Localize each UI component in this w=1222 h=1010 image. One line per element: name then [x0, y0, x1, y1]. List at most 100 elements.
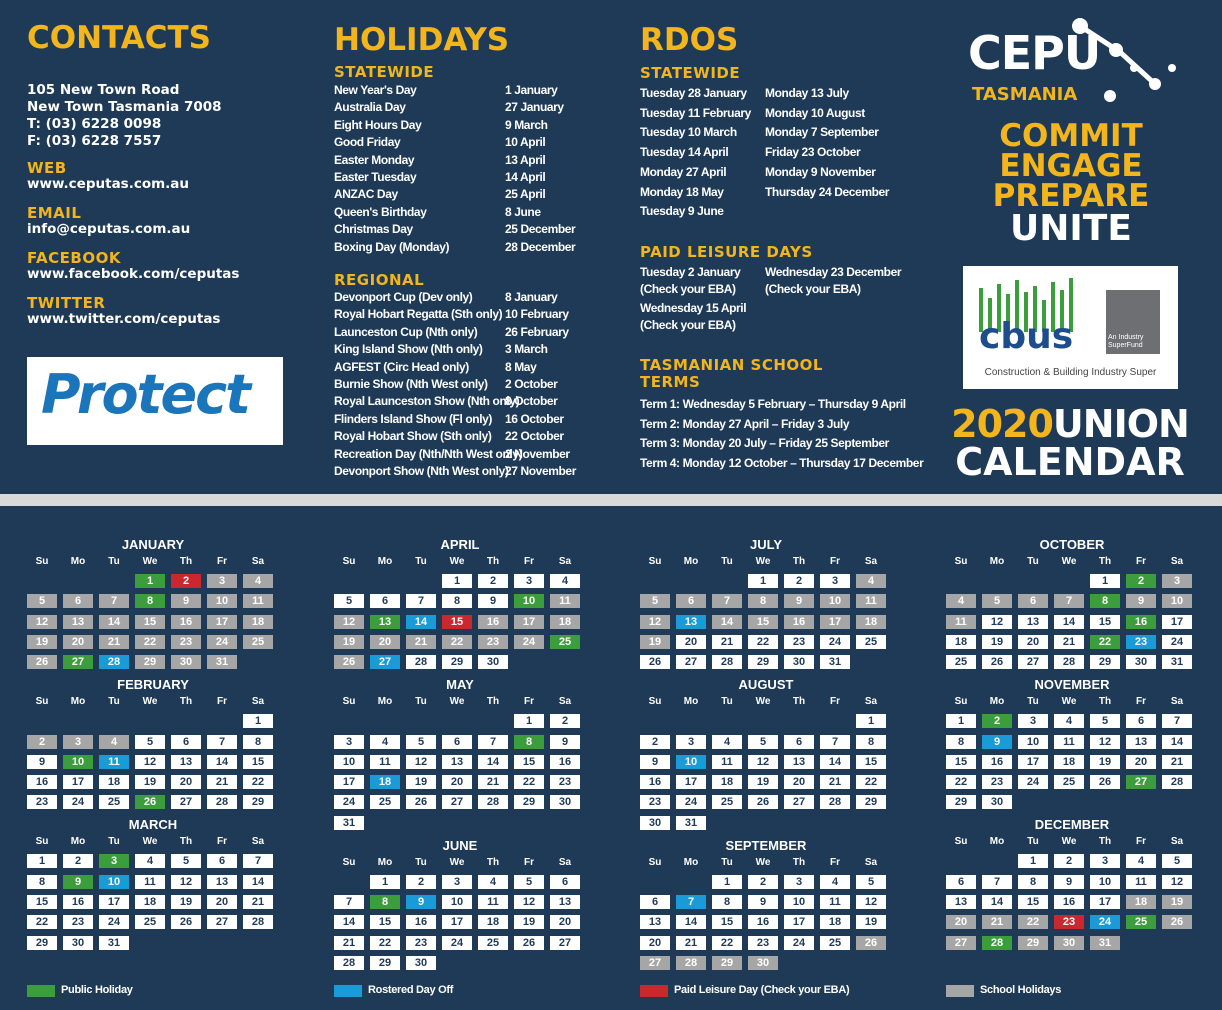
day-cell: 21: [478, 775, 508, 790]
day-cell: 18: [370, 775, 400, 790]
day-cell: 11: [1126, 874, 1156, 889]
day-cell: 11: [478, 895, 508, 909]
day-cell: 11: [135, 874, 165, 889]
day-cell: 12: [27, 614, 57, 629]
day-cell: 19: [27, 634, 57, 649]
day-cell: 29: [748, 655, 778, 670]
holiday-name: Devonport Show (Nth West only): [334, 464, 509, 478]
paid-leisure-line: (Check your EBA): [640, 282, 736, 296]
day-cell: 28: [99, 655, 129, 670]
weekday: Mo: [989, 556, 1005, 567]
day-cell: 3: [334, 734, 364, 749]
school-term: Term 3: Monday 20 July – Friday 25 Septe…: [640, 436, 889, 451]
month-title: AUGUST: [738, 677, 794, 693]
day-cell: 20: [676, 634, 706, 649]
day-cell: 15: [442, 614, 472, 629]
month-title: APRIL: [440, 537, 480, 552]
day-cell: 7: [478, 734, 508, 749]
weekday: We: [755, 856, 771, 868]
day-cell: 21: [243, 895, 273, 909]
day-cell: 23: [982, 775, 1012, 790]
holiday-date: 27 January: [505, 100, 564, 115]
day-cell: 16: [550, 754, 580, 769]
day-cell: 12: [514, 895, 544, 909]
day-cell: 21: [820, 775, 850, 790]
day-cell: 9: [63, 874, 93, 889]
day-cell: 14: [207, 754, 237, 769]
weekday: Fr: [830, 856, 840, 868]
day-cell: 29: [442, 655, 472, 670]
day-cell: 2: [63, 854, 93, 869]
day-cell: 15: [1090, 614, 1120, 629]
day-cell: 26: [27, 655, 57, 670]
day-cell: 23: [640, 795, 670, 810]
weekday: Mo: [377, 696, 393, 708]
day-cell: 11: [99, 754, 129, 769]
month-title: MARCH: [128, 817, 178, 833]
day-cell: 24: [514, 634, 544, 649]
day-cell: 31: [820, 655, 850, 670]
weekday: Su: [342, 556, 356, 567]
weekday: Fr: [217, 836, 227, 848]
weekday: We: [142, 696, 158, 708]
day-cell: 13: [640, 915, 670, 930]
day-cell: 29: [370, 955, 400, 970]
weekday: Th: [486, 556, 500, 567]
day-cell: 8: [1090, 594, 1120, 609]
day-cell: 18: [478, 915, 508, 930]
weekday: Sa: [558, 696, 572, 708]
day-cell: 30: [550, 795, 580, 810]
day-cell: 2: [640, 734, 670, 749]
day-cell: 11: [856, 594, 886, 609]
holiday-name: Easter Monday: [334, 152, 415, 167]
day-cell: 28: [676, 955, 706, 970]
day-cell: 5: [406, 734, 436, 749]
day-cell: 6: [676, 594, 706, 609]
day-cell: 11: [820, 895, 850, 909]
rdo-date: Monday 13 July: [765, 86, 849, 100]
day-cell: 18: [99, 775, 129, 790]
day-cell: 23: [1126, 634, 1156, 649]
day-cell: 7: [99, 594, 129, 609]
day-cell: 30: [171, 655, 201, 670]
day-cell: 18: [856, 614, 886, 629]
day-cell: 29: [27, 935, 57, 950]
day-cell: 2: [171, 574, 201, 588]
day-cell: 20: [784, 775, 814, 790]
day-cell: 5: [1090, 714, 1120, 729]
day-cell: 6: [946, 874, 976, 889]
address-line: F: (03) 6228 7557: [27, 133, 162, 149]
day-cell: 26: [640, 655, 670, 670]
day-cell: 9: [1126, 594, 1156, 609]
day-cell: 27: [946, 935, 976, 950]
holiday-date: 16 October: [505, 411, 564, 426]
rdo-date: Monday 10 August: [765, 105, 865, 120]
day-cell: 29: [946, 795, 976, 810]
weekday: Tu: [721, 696, 733, 708]
day-cell: 30: [406, 955, 436, 970]
contact-label: WEB: [27, 159, 67, 177]
day-cell: 20: [946, 915, 976, 930]
day-cell: 2: [478, 574, 508, 588]
day-cell: 18: [1054, 754, 1084, 769]
day-cell: 5: [171, 854, 201, 869]
day-cell: 20: [442, 775, 472, 790]
day-cell: 7: [1054, 594, 1084, 609]
day-cell: 20: [640, 935, 670, 950]
day-cell: 25: [1126, 915, 1156, 930]
day-cell: 9: [550, 734, 580, 749]
day-cell: 26: [334, 655, 364, 670]
day-cell: 14: [676, 915, 706, 930]
day-cell: 9: [640, 754, 670, 769]
day-cell: 31: [676, 815, 706, 830]
day-cell: 24: [1090, 915, 1120, 930]
holiday-name: King Island Show (Nth only): [334, 342, 483, 357]
day-cell: 5: [27, 594, 57, 609]
day-cell: 1: [712, 874, 742, 889]
weekday: Fr: [524, 556, 534, 567]
holiday-name: Royal Hobart Show (Sth only): [334, 429, 492, 444]
day-cell: 12: [982, 614, 1012, 629]
stars: [1072, 18, 1176, 102]
day-cell: 26: [1162, 915, 1192, 930]
day-cell: 28: [1162, 775, 1192, 790]
